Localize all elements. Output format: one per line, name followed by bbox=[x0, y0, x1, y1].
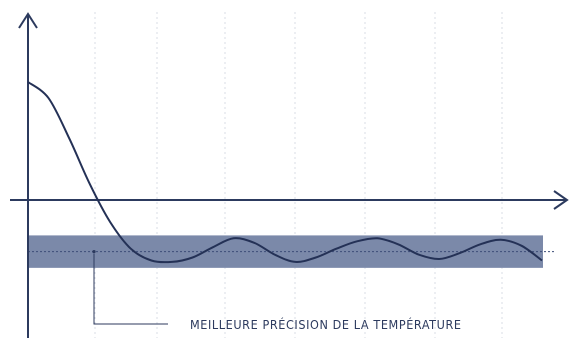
annotation-leader-line bbox=[93, 253, 168, 325]
x-axis-arrowhead bbox=[553, 190, 569, 210]
annotation-leader-dot bbox=[92, 250, 96, 254]
temperature-curve bbox=[27, 81, 543, 264]
vertical-grid-lines bbox=[94, 12, 503, 338]
y-axis-arrowhead bbox=[18, 12, 38, 29]
precision-annotation-label: MEILLEURE PRÉCISION DE LA TEMPÉRATURE bbox=[190, 317, 462, 332]
